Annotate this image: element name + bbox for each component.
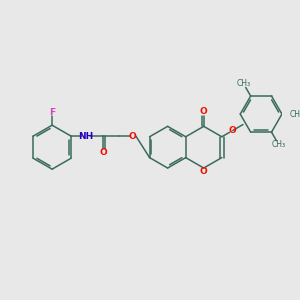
Text: O: O: [129, 132, 137, 141]
Text: CH₃: CH₃: [272, 140, 286, 149]
Text: CH₃: CH₃: [289, 110, 300, 118]
Text: CH₃: CH₃: [236, 79, 250, 88]
Text: O: O: [200, 167, 208, 176]
Text: NH: NH: [78, 132, 93, 141]
Text: O: O: [99, 148, 107, 157]
Text: O: O: [229, 126, 237, 135]
Text: O: O: [200, 107, 208, 116]
Text: F: F: [49, 108, 55, 117]
